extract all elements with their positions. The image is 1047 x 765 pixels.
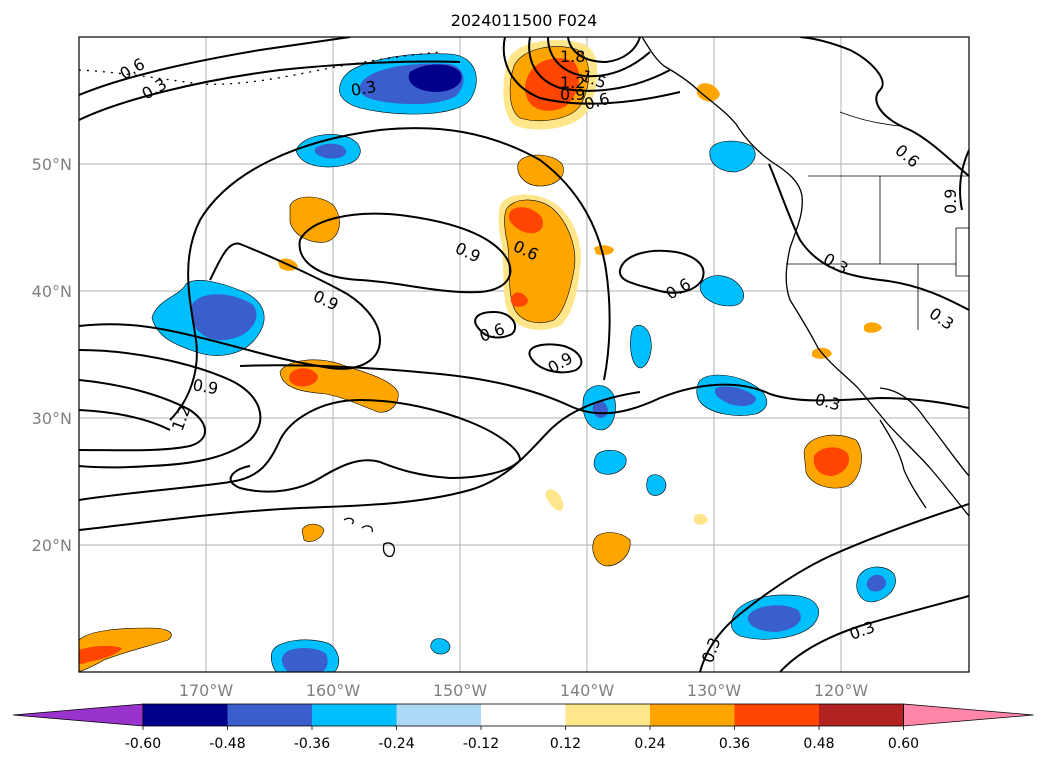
contour-line [567,37,641,64]
lon-label-140w: 140°W [560,681,615,700]
map-layers: 0.6 0.3 0.3 1.8 1.5 1.2 0.9 0.6 0.6 0.9 … [79,37,969,672]
colorbar-tick-label: 0.12 [550,736,581,752]
colorbar-extend-min [12,703,144,727]
latitude-labels: 50°N 40°N 30°N 20°N [32,155,72,555]
contour-line [779,595,969,672]
hawaiian-islands [343,517,396,558]
central-positive-patch [498,194,581,330]
contour-label: 0.3 [349,77,377,100]
colorbar-tick-label: 0.48 [803,736,834,752]
colorbar-segment [143,704,228,726]
colorbar-tick-label: 0.60 [888,736,919,752]
longitude-labels: 170°W 160°W 150°W 140°W 130°W 120°W [179,681,869,700]
lon-label-150w: 150°W [433,681,488,700]
small-positive-patches [301,245,882,567]
contour-line [79,60,461,121]
aleutian-islands [79,51,441,85]
lat-label-50n: 50°N [32,155,72,174]
colorbar-segment [396,704,482,726]
contour-line [474,310,517,339]
west-negative-patch [151,280,265,356]
colorbar-segment [819,704,904,726]
contour-lines [79,37,969,672]
bc-border [839,111,901,127]
contour-line [239,364,969,415]
contour-line [547,37,651,78]
southeast-negative-patch-2 [856,566,896,603]
mexico-coastline [879,387,969,477]
colorbar-segment [650,704,735,726]
contour-label: 0.9 [191,375,219,398]
colorbar-extend-max [903,703,1034,727]
baja-positive-patch [803,434,862,489]
subtropical-negative-patch-3 [593,449,667,496]
contour-label: 0.9 [560,85,585,104]
colorbar-segment [565,704,651,726]
contour-label: 1.8 [560,47,585,66]
contour-line [528,37,671,92]
colorbar-tick-label: -0.60 [125,736,161,752]
figure-title: 2024011500 F024 [451,11,598,30]
colorbar-segment [481,704,566,726]
contour-line [79,409,171,431]
lat-label-20n: 20°N [32,536,72,555]
lon-label-130w: 130°W [687,681,742,700]
contour-line [79,391,641,531]
lat-label-30n: 30°N [32,409,72,428]
contour-line [79,37,351,96]
colorbar-segment [227,704,313,726]
coastlines [79,37,969,558]
state-border-4 [955,227,969,277]
contour-label: 0.9 [941,189,960,214]
lat-label-40n: 40°N [32,282,72,301]
subtropical-positive-patch [279,359,399,413]
lon-label-160w: 160°W [306,681,361,700]
lon-label-120w: 120°W [814,681,869,700]
map-frame [78,36,970,673]
contour-line [959,149,969,211]
negative-anomaly-patches [151,53,896,672]
lon-label-170w: 170°W [179,681,234,700]
contour-line [502,37,681,105]
colorbar-tick-label: -0.36 [294,736,330,752]
contour-line [79,349,262,469]
political-borders [786,111,969,330]
colorbar-tick-label: 0.36 [719,736,750,752]
central-negative-patch-2 [630,324,652,369]
southwest-positive-patch [79,627,172,672]
contour-line [298,212,512,294]
central-north-positive-patch [517,154,564,187]
colorbar-tick-label: 0.24 [634,736,665,752]
colorbar-tick-label: -0.48 [209,736,245,752]
colorbar-outline [142,703,904,727]
contour-label: 1.2 [560,73,585,92]
colorbar-tick-label: -0.12 [463,736,499,752]
contour-line [169,127,611,421]
southeast-negative-patch [730,594,820,640]
contour-line [79,242,382,370]
contour-line [768,163,969,311]
gulf-of-alaska-negative-patch [339,53,477,115]
contour-line [79,379,206,452]
colorbar-segment [734,704,820,726]
southwest-negative-patch [270,638,451,672]
colorbar-segment [312,704,397,726]
north-negative-patch [295,134,361,168]
north-america-coastline [641,37,969,517]
contour-line [799,37,969,177]
contour-line [618,249,705,294]
colorbar: -0.60 -0.48 -0.36 -0.24 -0.12 0.12 0.24 0.36 0.4… [12,703,1034,752]
contour-line [528,343,583,374]
coast-negative-patch-1 [709,140,756,173]
baja-peninsula [879,419,927,509]
positive-anomaly-patches [79,40,882,672]
contour-line [79,398,522,501]
contour-line [699,503,969,672]
colorbar-tick-label: -0.24 [378,736,414,752]
central-negative-patch-1 [699,275,744,307]
